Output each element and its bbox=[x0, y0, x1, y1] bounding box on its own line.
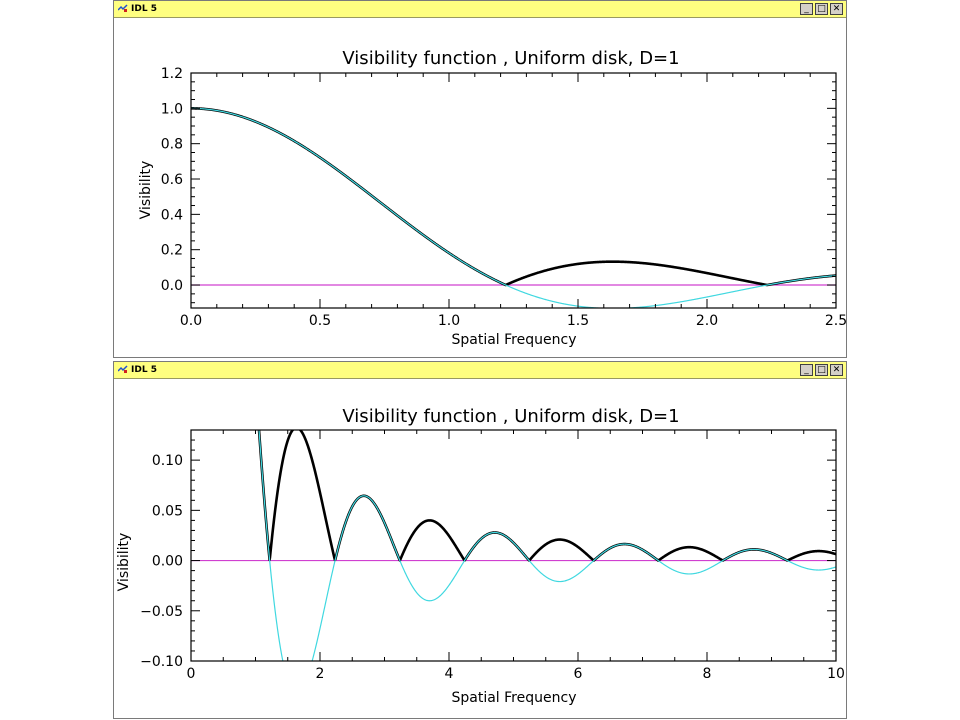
x-tick-label: 2.5 bbox=[825, 313, 846, 329]
y-tick-label: 0.4 bbox=[161, 207, 183, 223]
y-tick-label: 0.0 bbox=[161, 278, 183, 294]
x-tick-label: 2 bbox=[316, 666, 325, 682]
x-tick-label: 1.0 bbox=[438, 313, 460, 329]
close-button[interactable]: ✕ bbox=[830, 3, 843, 15]
visibility-plot-bottom: Visibility function , Uniform disk, D=1 … bbox=[116, 406, 845, 706]
signed-visibility-curve bbox=[258, 430, 836, 661]
chart-title: Visibility function , Uniform disk, D=1 bbox=[342, 406, 679, 427]
minimize-button[interactable]: _ bbox=[800, 3, 813, 15]
x-tick-label: 4 bbox=[445, 666, 454, 682]
idl-app-icon bbox=[118, 4, 128, 12]
window-title: IDL 5 bbox=[131, 4, 157, 14]
y-tick-label: 0.10 bbox=[152, 453, 183, 469]
x-axis-label: Spatial Frequency bbox=[452, 332, 577, 348]
x-tick-label: 10 bbox=[827, 666, 845, 682]
y-axis-label: Visibility bbox=[138, 161, 154, 220]
y-tick-label: 0.8 bbox=[161, 137, 183, 153]
plot-frame bbox=[190, 72, 837, 309]
y-tick-label: 1.0 bbox=[161, 101, 183, 117]
signed-visibility-curve bbox=[191, 107, 836, 308]
x-tick-label: 8 bbox=[703, 666, 712, 682]
x-axis-label: Spatial Frequency bbox=[452, 690, 577, 706]
y-tick-label: −0.10 bbox=[140, 654, 183, 670]
minimize-button[interactable]: _ bbox=[800, 364, 813, 376]
y-tick-label: −0.05 bbox=[140, 604, 183, 620]
abs-visibility-curve bbox=[191, 107, 836, 287]
idl-app-icon bbox=[118, 365, 128, 373]
y-tick-label: 0.2 bbox=[161, 243, 183, 259]
idl-window-bottom: IDL 5 _ □ ✕ Visibility function , Unifor… bbox=[113, 361, 847, 719]
y-tick-label: 0.05 bbox=[152, 503, 183, 519]
x-tick-label: 2.0 bbox=[696, 313, 718, 329]
x-tick-label: 0 bbox=[187, 666, 196, 682]
idl-window-top: IDL 5 _ □ ✕ Visibility function , Unifor… bbox=[113, 0, 847, 358]
maximize-button[interactable]: □ bbox=[815, 364, 828, 376]
x-tick-label: 1.5 bbox=[567, 313, 589, 329]
x-tick-label: 6 bbox=[574, 666, 583, 682]
plot-frame bbox=[190, 429, 837, 662]
close-button[interactable]: ✕ bbox=[830, 364, 843, 376]
window-titlebar[interactable]: IDL 5 _ □ ✕ bbox=[114, 1, 846, 18]
visibility-plot-top: Visibility function , Uniform disk, D=1 … bbox=[138, 48, 846, 348]
y-tick-label: 0.6 bbox=[161, 172, 183, 188]
x-tick-label: 0.0 bbox=[180, 313, 202, 329]
window-titlebar[interactable]: IDL 5 _ □ ✕ bbox=[114, 362, 846, 379]
chart-title: Visibility function , Uniform disk, D=1 bbox=[342, 48, 679, 69]
window-title: IDL 5 bbox=[131, 365, 157, 375]
maximize-button[interactable]: □ bbox=[815, 3, 828, 15]
x-tick-label: 0.5 bbox=[309, 313, 331, 329]
y-axis-label: Visibility bbox=[116, 533, 132, 592]
y-tick-label: 1.2 bbox=[161, 66, 183, 82]
y-tick-label: 0.00 bbox=[152, 554, 183, 570]
